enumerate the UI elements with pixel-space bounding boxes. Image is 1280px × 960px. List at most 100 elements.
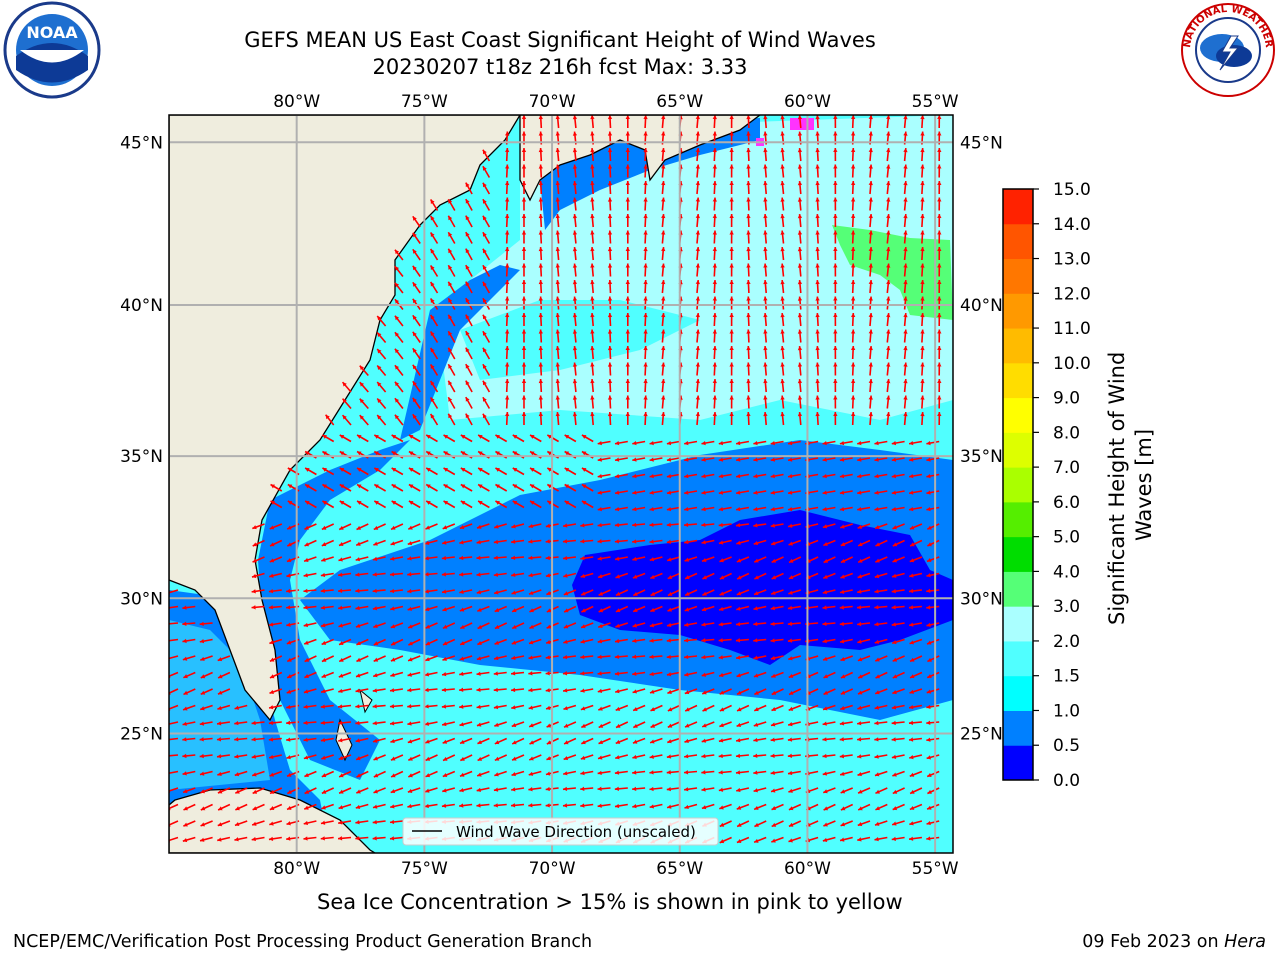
wind-wave-arrowhead — [858, 674, 863, 679]
wind-wave-arrowhead — [448, 199, 453, 204]
wind-wave-arrowhead — [482, 166, 487, 171]
wind-wave-arrowhead — [494, 607, 500, 612]
wind-wave-arrowhead — [356, 541, 361, 546]
wind-wave-arrowhead — [719, 707, 725, 712]
wind-wave-arrowhead — [425, 641, 431, 646]
wind-wave-arrowhead — [858, 806, 863, 811]
wind-wave-arrowhead — [839, 639, 845, 644]
wind-wave-arrowhead — [564, 451, 570, 456]
wind-wave-arrowhead — [482, 364, 487, 369]
wind-wave-arrowhead — [234, 737, 239, 742]
wind-wave-arrowhead — [712, 296, 717, 301]
wind-wave-arrowhead — [430, 413, 435, 419]
wind-wave-arrowhead — [763, 115, 768, 120]
wind-wave-arrowhead — [840, 837, 845, 842]
wind-wave-arrowhead — [685, 707, 690, 712]
lon-tick-label: 55°W — [912, 859, 959, 879]
wind-wave-arrowhead — [389, 819, 395, 825]
wind-wave-arrowhead — [268, 836, 274, 841]
wind-wave-arrowhead — [685, 575, 690, 580]
wind-wave-arrowhead — [886, 181, 891, 186]
wind-wave-arrowhead — [763, 148, 768, 153]
wind-wave-arrowhead — [712, 280, 717, 285]
wind-wave-arrowhead — [555, 230, 560, 235]
wind-wave-arrowhead — [850, 230, 856, 235]
wind-wave-arrowhead — [521, 412, 527, 416]
wind-wave-arrowhead — [459, 788, 464, 793]
wind-wave-arrowhead — [304, 640, 309, 645]
wind-wave-arrowhead — [338, 720, 343, 726]
wind-wave-arrowhead — [927, 789, 932, 794]
wind-wave-arrowhead — [538, 379, 543, 384]
wind-wave-arrowhead — [850, 362, 856, 367]
wind-wave-arrowhead — [770, 457, 775, 462]
wind-wave-arrowhead — [903, 247, 908, 252]
wind-wave-arrowhead — [625, 362, 630, 367]
wind-wave-arrowhead — [493, 555, 498, 560]
wind-wave-arrowhead — [338, 623, 343, 628]
wind-wave-arrowhead — [407, 572, 412, 577]
wind-wave-arrowhead — [512, 468, 518, 472]
wind-wave-arrowhead — [892, 573, 897, 578]
wind-wave-arrowhead — [615, 574, 620, 579]
wind-wave-arrowhead — [787, 737, 793, 742]
wind-wave-arrowhead — [886, 329, 891, 334]
wind-wave-arrowhead — [303, 820, 309, 826]
wind-wave-arrowhead — [868, 148, 873, 153]
wind-wave-arrowhead — [182, 753, 187, 759]
wind-wave-arrowhead — [903, 379, 908, 384]
wind-wave-arrowhead — [357, 484, 362, 489]
wind-wave-arrowhead — [874, 605, 879, 610]
wind-wave-arrowhead — [546, 624, 552, 629]
wind-wave-arrowhead — [718, 655, 723, 660]
wind-wave-arrowhead — [505, 296, 510, 301]
wind-wave-arrowhead — [712, 148, 717, 153]
wind-wave-arrowhead — [788, 706, 794, 711]
wind-wave-arrowhead — [787, 753, 792, 758]
wind-wave-arrowhead — [442, 624, 448, 629]
lat-tick-label: 25°N — [960, 724, 1003, 744]
wind-wave-arrowhead — [643, 346, 648, 351]
wind-wave-arrowhead — [538, 247, 543, 252]
wind-wave-arrowhead — [477, 740, 482, 745]
wind-wave-arrowhead — [701, 638, 706, 643]
wind-wave-arrowhead — [891, 490, 897, 495]
wind-wave-arrowhead — [649, 786, 654, 792]
wind-wave-arrowhead — [771, 673, 776, 678]
wind-wave-arrowhead — [850, 280, 856, 285]
wind-wave-arrowhead — [390, 556, 395, 561]
wind-wave-arrowhead — [270, 501, 276, 505]
wind-wave-arrowhead — [521, 197, 527, 202]
wind-wave-arrowhead — [695, 379, 700, 384]
wind-wave-arrowhead — [268, 737, 274, 742]
bahamas-island-2 — [359, 688, 373, 714]
wind-wave-arrowhead — [684, 473, 689, 479]
wind-wave-arrowhead — [425, 773, 431, 778]
colorbar-segment — [1003, 258, 1033, 294]
wind-wave-arrowhead — [875, 789, 880, 794]
wind-wave-arrowhead — [538, 148, 543, 153]
wind-wave-arrowhead — [430, 380, 435, 386]
wind-wave-arrowhead — [338, 572, 343, 577]
wind-wave-arrowhead — [338, 605, 343, 610]
wind-wave-arrowhead — [763, 313, 768, 318]
wind-wave-arrowhead — [555, 164, 560, 169]
wind-wave-arrowhead — [394, 315, 400, 321]
wind-wave-arrowhead — [632, 654, 637, 659]
wind-wave-arrowhead — [903, 313, 908, 318]
wind-wave-arrowhead — [937, 131, 942, 136]
wind-wave-arrowhead — [633, 707, 638, 711]
wind-wave-arrowhead — [448, 413, 453, 419]
wind-wave-arrowhead — [615, 739, 621, 744]
wind-wave-arrowhead — [615, 706, 621, 711]
wind-wave-arrowhead — [338, 836, 343, 841]
wind-wave-arrowhead — [355, 572, 360, 577]
wind-wave-arrowhead — [771, 822, 777, 827]
lon-tick-label: 80°W — [273, 859, 320, 879]
wind-wave-arrowhead — [833, 181, 838, 185]
wind-wave-arrowhead — [771, 706, 776, 711]
wind-wave-arrowhead — [555, 296, 560, 301]
wind-wave-arrowhead — [390, 756, 396, 761]
wind-wave-arrowhead — [857, 639, 862, 644]
wind-wave-arrowhead — [482, 281, 487, 287]
